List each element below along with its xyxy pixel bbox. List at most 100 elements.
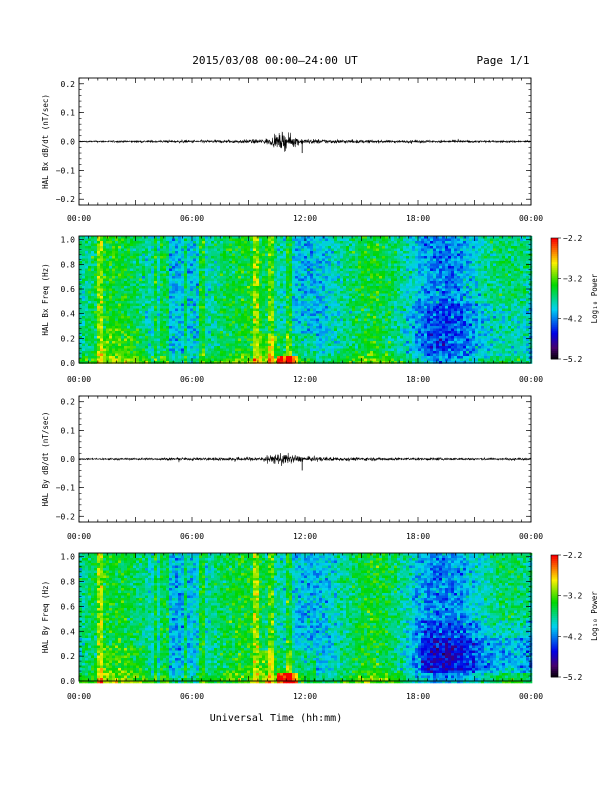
spectrogram-cell — [388, 308, 392, 312]
spectrogram-cell — [325, 268, 329, 272]
spectrogram-cell — [286, 281, 290, 284]
spectrogram-cell — [112, 298, 116, 302]
spectrogram-cell — [226, 243, 230, 247]
spectrogram-cell — [361, 246, 365, 249]
spectrogram-cell — [322, 261, 326, 264]
spectrogram-cell — [217, 313, 221, 317]
spectrogram-cell — [385, 271, 389, 274]
spectrogram-cell — [127, 278, 131, 282]
spectrogram-cell — [175, 263, 179, 267]
spectrogram-cell — [283, 283, 287, 287]
spectrogram-cell — [130, 306, 134, 309]
spectrogram-cell — [241, 276, 245, 279]
spectrogram-cell — [130, 296, 134, 299]
spectrogram-cell — [406, 306, 410, 309]
spectrogram-cell — [250, 266, 254, 269]
spectrogram-cell — [469, 306, 473, 309]
spectrogram-cell — [286, 313, 290, 317]
spectrogram-cell — [490, 253, 494, 257]
spectrogram-cell — [466, 293, 470, 297]
spectrogram-cell — [313, 266, 317, 269]
spectrogram-cell — [403, 293, 407, 297]
spectrogram-cell — [145, 296, 149, 299]
spectrogram-cell — [526, 308, 530, 312]
spectrogram-cell — [349, 241, 353, 244]
spectrogram-cell — [226, 298, 230, 302]
spectrogram-cell — [106, 296, 110, 299]
spectrogram-cell — [304, 243, 308, 247]
spectrogram-cell — [439, 261, 443, 264]
spectrogram-cell — [271, 263, 275, 267]
spectrogram-cell — [526, 296, 530, 299]
spectrogram-cell — [310, 298, 314, 302]
spectrogram-cell — [475, 288, 479, 292]
spectrogram-cell — [403, 308, 407, 312]
spectrogram-cell — [289, 288, 293, 292]
spectrogram-cell — [232, 238, 236, 242]
spectrogram-cell — [280, 256, 284, 259]
spectrogram-cell — [322, 263, 326, 267]
spectrogram-cell — [379, 266, 383, 269]
spectrogram-cell — [145, 293, 149, 297]
spectrogram-cell — [409, 271, 413, 274]
spectrogram-cell — [190, 286, 194, 289]
spectrogram-cell — [469, 256, 473, 259]
spectrogram-cell — [196, 266, 200, 269]
spectrogram-cell — [349, 306, 353, 309]
spectrogram-cell — [103, 311, 107, 314]
spectrogram-cell — [217, 273, 221, 277]
spectrogram-cell — [328, 276, 332, 279]
spectrogram-cell — [373, 243, 377, 247]
spectrogram-cell — [127, 241, 131, 244]
spectrogram-cell — [193, 248, 197, 252]
spectrogram-cell — [424, 313, 428, 317]
spectrogram-cell — [229, 238, 233, 242]
spectrogram-cell — [172, 276, 176, 279]
spectrogram-cell — [130, 256, 134, 259]
spectrogram-cell — [313, 241, 317, 244]
spectrogram-cell — [478, 256, 482, 259]
spectrogram-cell — [112, 238, 116, 242]
spectrogram-cell — [430, 238, 434, 242]
spectrogram-cell — [316, 246, 320, 249]
spectrogram-cell — [508, 248, 512, 252]
spectrogram-cell — [430, 276, 434, 279]
spectrogram-cell — [358, 276, 362, 279]
spectrogram-cell — [475, 261, 479, 264]
spectrogram-cell — [220, 261, 224, 264]
spectrogram-cell — [487, 236, 491, 239]
spectrogram-cell — [79, 256, 83, 259]
spectrogram-cell — [307, 251, 311, 254]
spectrogram-cell — [235, 313, 239, 317]
spectrogram-cell — [520, 241, 524, 244]
spectrogram-cell — [193, 261, 197, 264]
spectrogram-cell — [94, 306, 98, 309]
spectrogram-cell — [127, 286, 131, 289]
spectrogram-cell — [307, 306, 311, 309]
spectrogram-cell — [484, 266, 488, 269]
spectrogram-cell — [394, 261, 398, 264]
spectrogram-cell — [115, 286, 119, 289]
spectrogram-cell — [298, 261, 302, 264]
spectrogram-cell — [289, 271, 293, 274]
spectrogram-cell — [238, 261, 242, 264]
spectrogram-cell — [457, 243, 461, 247]
spectrogram-cell — [217, 311, 221, 314]
spectrogram-cell — [481, 238, 485, 242]
spectrogram-cell — [232, 301, 236, 304]
spectrogram-cell — [424, 246, 428, 249]
spectrogram-cell — [517, 276, 521, 279]
spectrogram-cell — [139, 311, 143, 314]
spectrogram-cell — [112, 273, 116, 277]
spectrogram-cell — [352, 263, 356, 267]
spectrogram-cell — [271, 268, 275, 272]
spectrogram-cell — [427, 271, 431, 274]
spectrogram-cell — [493, 283, 497, 287]
spectrogram-cell — [325, 241, 329, 244]
spectrogram-cell — [214, 291, 218, 294]
spectrogram-cell — [241, 268, 245, 272]
spectrogram-cell — [127, 293, 131, 297]
spectrogram-cell — [484, 278, 488, 282]
spectrogram-cell — [184, 246, 188, 249]
spectrogram-cell — [394, 276, 398, 279]
